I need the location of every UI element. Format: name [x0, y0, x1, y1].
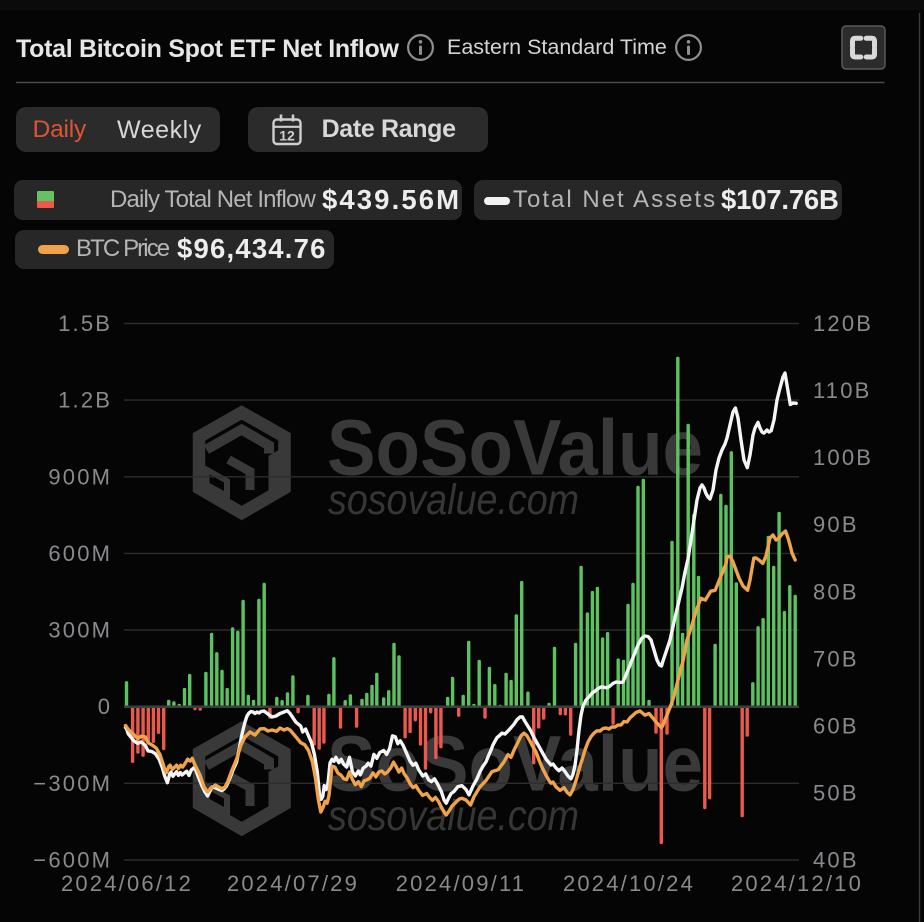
svg-text:50B: 50B	[813, 780, 859, 805]
svg-text:100B: 100B	[813, 445, 873, 470]
svg-text:70B: 70B	[813, 646, 859, 671]
svg-text:80B: 80B	[813, 579, 859, 604]
svg-text:40B: 40B	[813, 848, 859, 873]
svg-text:12: 12	[279, 128, 295, 144]
svg-text:−600M: −600M	[33, 848, 112, 873]
svg-text:1.2B: 1.2B	[58, 388, 112, 413]
svg-text:−300M: −300M	[33, 771, 112, 796]
svg-text:2024/06/12: 2024/06/12	[61, 871, 193, 896]
svg-text:0: 0	[98, 694, 112, 719]
svg-text:2024/09/11: 2024/09/11	[396, 871, 526, 896]
svg-text:60B: 60B	[813, 713, 859, 738]
svg-text:300M: 300M	[48, 618, 112, 643]
svg-text:90B: 90B	[813, 512, 859, 537]
svg-text:2024/10/24: 2024/10/24	[563, 871, 695, 896]
svg-text:900M: 900M	[48, 464, 112, 489]
svg-text:2024/07/29: 2024/07/29	[227, 871, 359, 896]
svg-text:120B: 120B	[813, 311, 873, 336]
svg-text:2024/12/10: 2024/12/10	[731, 871, 863, 896]
svg-text:110B: 110B	[813, 378, 872, 403]
svg-text:1.5B: 1.5B	[58, 311, 112, 336]
svg-text:sosovalue.com: sosovalue.com	[328, 476, 579, 524]
svg-text:600M: 600M	[48, 541, 112, 566]
